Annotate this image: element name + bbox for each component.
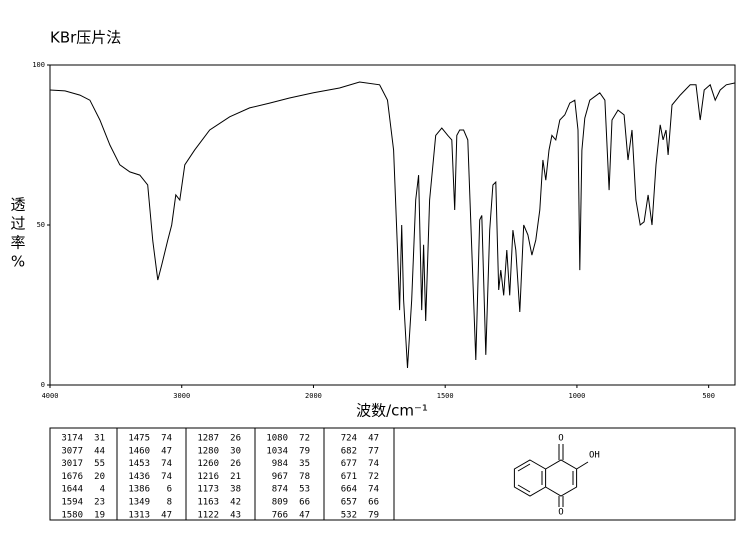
peak-transmittance: 8 — [167, 498, 172, 508]
x-tick-label: 2000 — [305, 392, 322, 400]
peak-wavenumber: 1280 — [197, 446, 219, 456]
y-axis-label-char: 率 — [10, 234, 25, 252]
peak-transmittance: 74 — [161, 472, 172, 482]
peak-wavenumber: 809 — [272, 498, 288, 508]
peak-transmittance: 66 — [299, 498, 310, 508]
peak-wavenumber: 1460 — [128, 446, 150, 456]
y-tick-label: 0 — [41, 381, 45, 389]
peak-transmittance: 66 — [368, 498, 379, 508]
peak-transmittance: 74 — [161, 434, 172, 444]
peak-transmittance: 79 — [368, 510, 379, 520]
y-tick-label: 100 — [32, 61, 45, 69]
peak-wavenumber: 1216 — [197, 472, 219, 482]
y-axis-label-char: % — [11, 253, 25, 271]
peak-transmittance: 74 — [368, 485, 379, 495]
peak-wavenumber: 984 — [272, 459, 288, 469]
peak-transmittance: 43 — [230, 510, 241, 520]
atom-label: OH — [589, 451, 600, 461]
peak-transmittance: 79 — [299, 446, 310, 456]
peak-transmittance: 20 — [94, 472, 105, 482]
x-tick-label: 4000 — [42, 392, 59, 400]
y-axis-label-char: 透 — [10, 196, 25, 214]
peak-wavenumber: 724 — [341, 434, 357, 444]
plot-frame — [49, 64, 736, 386]
atom-label: O — [558, 434, 563, 444]
benzene-ring — [513, 459, 547, 497]
peak-wavenumber: 1173 — [197, 485, 219, 495]
atom-label: O — [558, 508, 563, 518]
double-bonds — [517, 463, 543, 493]
quinone-ring — [545, 459, 578, 497]
peak-wavenumber: 671 — [341, 472, 357, 482]
peak-wavenumber: 3017 — [61, 459, 83, 469]
peak-wavenumber: 1287 — [197, 434, 219, 444]
peak-wavenumber: 3174 — [61, 434, 83, 444]
peak-wavenumber: 1676 — [61, 472, 83, 482]
peak-transmittance: 4 — [100, 485, 105, 495]
peak-wavenumber: 1594 — [61, 498, 83, 508]
x-tick-label: 3000 — [173, 392, 190, 400]
peak-wavenumber: 1260 — [197, 459, 219, 469]
peak-transmittance: 47 — [299, 510, 310, 520]
peak-transmittance: 21 — [230, 472, 241, 482]
peak-wavenumber: 1436 — [128, 472, 150, 482]
peak-transmittance: 26 — [230, 459, 241, 469]
peak-transmittance: 47 — [161, 510, 172, 520]
peak-wavenumber: 677 — [341, 459, 357, 469]
peak-transmittance: 47 — [368, 434, 379, 444]
peak-transmittance: 30 — [230, 446, 241, 456]
peak-transmittance: 35 — [299, 459, 310, 469]
peak-wavenumber: 1080 — [266, 434, 288, 444]
peak-transmittance: 44 — [94, 446, 105, 456]
peak-transmittance: 77 — [368, 446, 379, 456]
peak-transmittance: 42 — [230, 498, 241, 508]
y-axis-label-char: 过 — [10, 215, 25, 233]
peak-wavenumber: 1644 — [61, 485, 83, 495]
x-tick-label: 1500 — [437, 392, 454, 400]
peak-wavenumber: 1475 — [128, 434, 150, 444]
peak-transmittance: 72 — [368, 472, 379, 482]
peak-transmittance: 23 — [94, 498, 105, 508]
bonds — [558, 444, 589, 507]
peak-wavenumber: 1580 — [61, 510, 83, 520]
peak-wavenumber: 1349 — [128, 498, 150, 508]
peak-transmittance: 38 — [230, 485, 241, 495]
peak-transmittance: 53 — [299, 485, 310, 495]
peak-wavenumber: 766 — [272, 510, 288, 520]
peak-transmittance: 47 — [161, 446, 172, 456]
peak-wavenumber: 532 — [341, 510, 357, 520]
peak-transmittance: 6 — [167, 485, 172, 495]
peak-wavenumber: 1313 — [128, 510, 150, 520]
peak-wavenumber: 3077 — [61, 446, 83, 456]
peak-wavenumber: 682 — [341, 446, 357, 456]
x-tick-label: 1000 — [568, 392, 585, 400]
peak-transmittance: 74 — [161, 459, 172, 469]
peak-transmittance: 31 — [94, 434, 105, 444]
structure — [513, 444, 589, 507]
peak-wavenumber: 1386 — [128, 485, 150, 495]
peak-transmittance: 72 — [299, 434, 310, 444]
chart-title: KBr压片法 — [50, 29, 121, 47]
peak-transmittance: 78 — [299, 472, 310, 482]
peak-wavenumber: 874 — [272, 485, 288, 495]
peak-transmittance: 55 — [94, 459, 105, 469]
peak-transmittance: 19 — [94, 510, 105, 520]
peak-wavenumber: 664 — [341, 485, 357, 495]
peak-wavenumber: 657 — [341, 498, 357, 508]
peak-wavenumber: 967 — [272, 472, 288, 482]
peak-wavenumber: 1034 — [266, 446, 288, 456]
y-tick-label: 50 — [37, 221, 45, 229]
peak-transmittance: 26 — [230, 434, 241, 444]
table-frame — [49, 427, 736, 521]
x-axis-label: 波数/cm⁻¹ — [356, 402, 428, 420]
peak-transmittance: 74 — [368, 459, 379, 469]
spectrum-line — [49, 81, 736, 369]
peak-wavenumber: 1163 — [197, 498, 219, 508]
x-tick-label: 500 — [702, 392, 715, 400]
peak-wavenumber: 1453 — [128, 459, 150, 469]
peak-wavenumber: 1122 — [197, 510, 219, 520]
